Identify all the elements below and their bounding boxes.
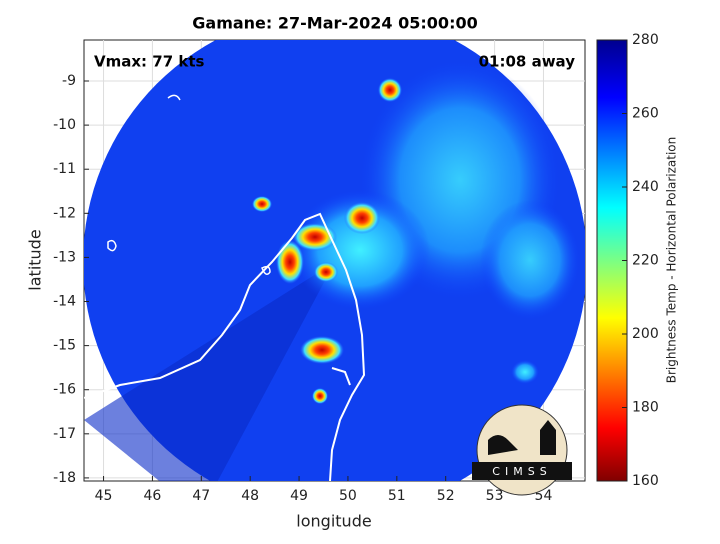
x-tick-label: 48 [241,488,259,504]
x-tick-label: 53 [486,488,504,504]
x-tick-label: 45 [95,488,113,504]
y-tick-label: -9 [62,73,76,89]
annotation: 01:08 away [479,53,576,71]
y-tick-label: -16 [53,382,76,398]
colorbar-tick-label: 220 [632,253,659,269]
colorbar-tick-label: 180 [632,400,659,416]
y-tick-label: -11 [53,161,76,177]
x-tick-label: 51 [388,488,406,504]
y-tick-label: -15 [53,338,76,354]
x-tick-label: 46 [144,488,162,504]
y-tick-label: -14 [53,294,76,310]
x-axis-label: longitude [296,512,371,531]
colorbar-tick-label: 160 [632,473,659,489]
x-tick-label: 49 [290,488,308,504]
satellite-image [84,40,585,481]
annotation: Vmax: 77 kts [94,53,204,71]
colorbar-tick-label: 200 [632,326,659,342]
colorbar-tick-label: 280 [632,32,659,48]
chart-title: Gamane: 27-Mar-2024 05:00:00 [192,14,477,33]
logo: CIMSS [472,404,572,496]
x-tick-label: 47 [192,488,210,504]
y-tick-label: -17 [53,426,76,442]
logo-text: CIMSS [492,465,551,478]
x-tick-label: 50 [339,488,357,504]
y-tick-label: -12 [53,205,76,221]
x-tick-label: 52 [437,488,455,504]
y-tick-label: -13 [53,249,76,265]
colorbar-tick-label: 260 [632,106,659,122]
colorbar-tick-label: 240 [632,179,659,195]
colorbar-label: Brightness Temp - Horizontal Polarizatio… [665,137,679,384]
y-tick-label: -10 [53,117,76,133]
y-axis-label: latitude [26,229,45,290]
y-tick-label: -18 [53,470,76,486]
